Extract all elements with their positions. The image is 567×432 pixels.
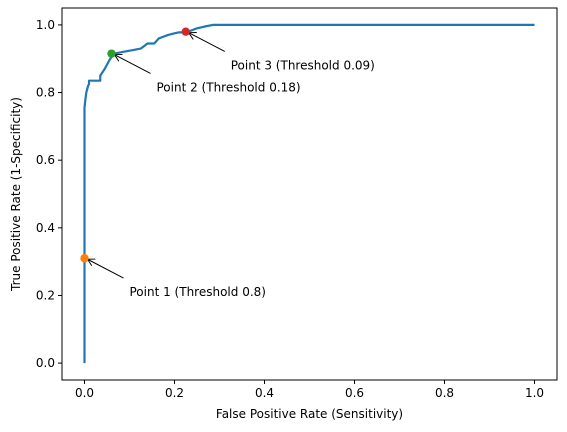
threshold-point-marker xyxy=(80,254,89,263)
annotation-arrow xyxy=(189,33,225,52)
tick-layer: 0.0 0.2 0.4 0.6 0.8 1.0 0.0 0.2 0.4 0.6 0.8 1.0 xyxy=(36,18,544,400)
threshold-point-marker xyxy=(107,49,116,58)
y-tick-label: 0.2 xyxy=(36,288,55,302)
y-tick-label: 0.6 xyxy=(36,153,55,167)
x-tick-label: 1.0 xyxy=(525,386,544,400)
y-tick-label: 0.0 xyxy=(36,356,55,370)
threshold-point-marker xyxy=(181,27,190,36)
x-tick-label: 0.6 xyxy=(345,386,364,400)
curve-layer xyxy=(83,23,535,364)
x-tick-label: 0.2 xyxy=(165,386,184,400)
annotation-layer: Point 1 (Threshold 0.8) Point 2 (Threshol… xyxy=(80,27,375,299)
annotation-label: Point 2 (Threshold 0.18) xyxy=(157,80,301,94)
x-tick-label: 0.8 xyxy=(435,386,454,400)
x-tick-label: 0.4 xyxy=(255,386,274,400)
x-axis-label: False Positive Rate (Sensitivity) xyxy=(216,407,403,421)
y-tick-label: 1.0 xyxy=(36,18,55,32)
y-axis-label: True Positive Rate (1-Specificity) xyxy=(9,97,23,292)
annotation-arrow xyxy=(115,55,151,74)
annotation-label: Point 1 (Threshold 0.8) xyxy=(130,285,266,299)
annotation-label: Point 3 (Threshold 0.09) xyxy=(231,58,375,72)
annotation-arrow xyxy=(88,259,124,279)
y-tick-label: 0.4 xyxy=(36,221,55,235)
y-tick-label: 0.8 xyxy=(36,86,55,100)
roc-curve xyxy=(83,23,535,364)
x-tick-label: 0.0 xyxy=(75,386,94,400)
